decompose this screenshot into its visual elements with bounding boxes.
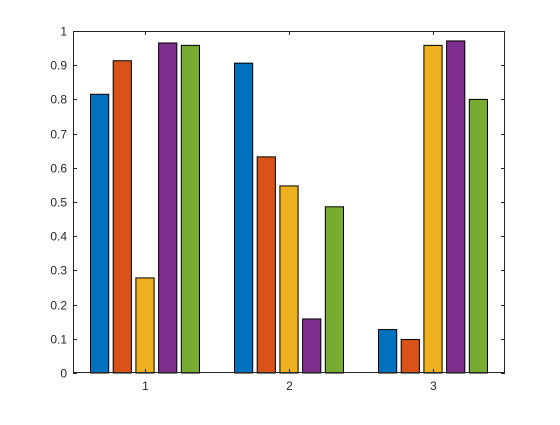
y-tick-label: 0.4 [50,230,67,244]
y-tick-label: 0.1 [50,333,67,347]
y-tick-label: 0.9 [50,59,67,73]
y-tick-label: 0.8 [50,93,67,107]
bar-series-1-category-3 [378,329,398,374]
y-tick-label: 0.2 [50,299,67,313]
ticks-group: 0 0.1 0.2 0.3 0.4 0.5 0.6 0.7 0.8 0.9 1 1 2 3 [50,25,505,393]
x-tick-label: 3 [430,379,437,393]
bar-series-2-category-3 [400,338,420,374]
y-tick-label: 0.6 [50,162,67,176]
bar-series-1-category-2 [234,62,254,374]
bar-series-2-category-1 [112,60,132,374]
y-tick-label: 0 [60,367,67,381]
bar-series-4-category-1 [158,42,178,374]
bar-series-2-category-2 [256,156,276,374]
y-tick-label: 0.3 [50,264,67,278]
bar-series-5-category-3 [468,98,488,374]
y-tick-label: 0.7 [50,128,67,142]
bar-series-3-category-2 [279,185,299,374]
bar-series-3-category-3 [423,44,443,374]
y-tick-label: 1 [60,25,67,39]
x-tick-label: 2 [286,379,293,393]
y-tick-label: 0.5 [50,196,67,210]
bar-series-3-category-1 [135,277,155,374]
bar-series-1-category-1 [90,93,110,374]
bar-series-5-category-1 [180,44,201,374]
bar-series-4-category-3 [446,40,466,374]
bar-series-4-category-2 [302,318,322,374]
bar-series-5-category-2 [324,206,344,374]
x-tick-label: 1 [142,379,149,393]
